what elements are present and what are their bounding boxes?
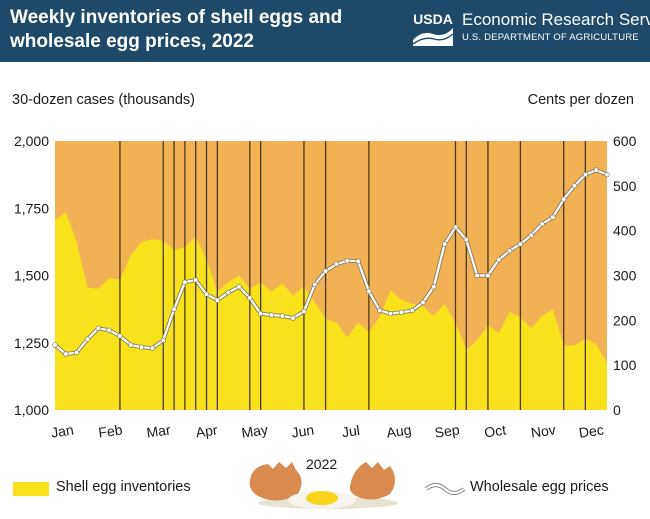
y-right-tick-label: 200 xyxy=(613,312,637,328)
price-point xyxy=(95,325,101,332)
price-point xyxy=(474,272,480,279)
x-month-label: Aug xyxy=(385,421,412,440)
x-month-label: Dec xyxy=(578,421,605,440)
price-point xyxy=(452,224,459,230)
price-point xyxy=(496,257,502,263)
price-point xyxy=(593,167,599,173)
x-month-label: May xyxy=(240,421,268,441)
y-left-tick-label: 1,250 xyxy=(14,335,49,351)
x-month-label: Jul xyxy=(341,422,361,440)
x-month-label: Feb xyxy=(97,421,123,440)
price-point xyxy=(571,183,578,189)
price-point xyxy=(333,261,340,267)
egg-shell-right xyxy=(349,462,395,500)
y-right-tick-label: 100 xyxy=(613,357,637,373)
egg-yolk xyxy=(306,491,338,505)
price-point xyxy=(398,309,405,315)
price-point xyxy=(73,350,80,356)
price-point xyxy=(485,272,491,279)
price-point xyxy=(290,315,296,321)
x-month-label: Jun xyxy=(290,422,315,441)
price-point xyxy=(182,279,188,285)
price-point xyxy=(63,351,69,357)
price-point xyxy=(149,345,155,351)
price-point xyxy=(236,284,242,290)
price-point xyxy=(203,291,210,297)
price-point xyxy=(106,327,112,333)
price-point xyxy=(355,258,361,264)
y-left-tick-label: 1,750 xyxy=(14,200,49,216)
price-point xyxy=(171,306,177,312)
price-point xyxy=(323,268,329,274)
x-month-label: Apr xyxy=(195,422,219,441)
x-month-label: Jan xyxy=(50,422,75,441)
price-point xyxy=(128,342,134,348)
usda-logo-text: USDA xyxy=(413,11,453,27)
price-point xyxy=(225,289,231,296)
price-point xyxy=(463,237,469,243)
price-point xyxy=(344,258,350,264)
price-point xyxy=(431,284,437,290)
y-left-tick-label: 1,000 xyxy=(14,402,49,418)
usda-logo-icon: USDA xyxy=(412,11,454,46)
x-month-label: Mar xyxy=(145,421,171,440)
y-right-tick-label: 500 xyxy=(613,178,637,194)
legend-price-swatch xyxy=(424,483,466,495)
price-point xyxy=(420,299,426,306)
y-right-axis-title: Cents per dozen xyxy=(527,92,634,108)
price-point xyxy=(561,196,567,202)
x-month-label: Oct xyxy=(483,422,507,441)
y-left-tick-label: 1,500 xyxy=(14,268,49,284)
price-point xyxy=(507,248,513,254)
price-point xyxy=(52,342,58,348)
price-point xyxy=(84,336,91,342)
x-month-label: Nov xyxy=(530,421,557,440)
price-point xyxy=(160,337,166,344)
price-point xyxy=(258,311,264,317)
header-banner: Weekly inventories of shell eggs and who… xyxy=(0,0,650,62)
legend-inventory-swatch xyxy=(13,482,49,496)
y-right-tick-label: 400 xyxy=(613,223,637,239)
egg-shell-left xyxy=(249,462,302,501)
agency-name: Economic Research Service xyxy=(462,10,650,29)
price-point xyxy=(550,214,556,220)
legend-inventory-label: Shell egg inventories xyxy=(56,479,191,495)
y-left-axis-title: 30-dozen cases (thousands) xyxy=(12,92,195,108)
egg-illustration xyxy=(249,462,398,509)
price-point xyxy=(582,172,589,178)
price-point xyxy=(214,297,220,303)
y-right-tick-label: 300 xyxy=(613,268,637,284)
price-point xyxy=(517,241,524,247)
x-month-label: Sep xyxy=(434,421,461,440)
y-right-tick-label: 0 xyxy=(613,402,621,418)
price-point xyxy=(117,333,123,339)
plot-area: 1,000 1,250 1,500 1,750 2,000 0 100 200 300 400 50… xyxy=(14,133,637,441)
price-point xyxy=(247,295,253,301)
department-name: U.S. DEPARTMENT OF AGRICULTURE xyxy=(462,32,639,43)
price-point xyxy=(301,308,307,315)
price-point xyxy=(387,311,394,317)
chart-title: Weekly inventories of shell eggs and who… xyxy=(10,7,343,52)
price-point xyxy=(268,312,275,318)
inventory-area xyxy=(55,212,607,410)
price-point xyxy=(377,307,383,314)
price-point xyxy=(528,232,534,238)
y-left-tick-label: 2,000 xyxy=(14,133,49,149)
price-point xyxy=(442,241,448,247)
price-point xyxy=(409,307,415,314)
price-point xyxy=(279,313,285,319)
x-axis-year-label: 2022 xyxy=(306,456,338,472)
price-point xyxy=(312,281,318,288)
price-point xyxy=(193,277,199,283)
legend-price-label: Wholesale egg prices xyxy=(470,479,609,495)
price-point xyxy=(539,221,545,227)
price-point xyxy=(366,288,372,294)
y-right-tick-label: 600 xyxy=(613,133,637,149)
price-point xyxy=(139,344,145,350)
price-line xyxy=(54,169,608,356)
price-point xyxy=(604,172,610,178)
